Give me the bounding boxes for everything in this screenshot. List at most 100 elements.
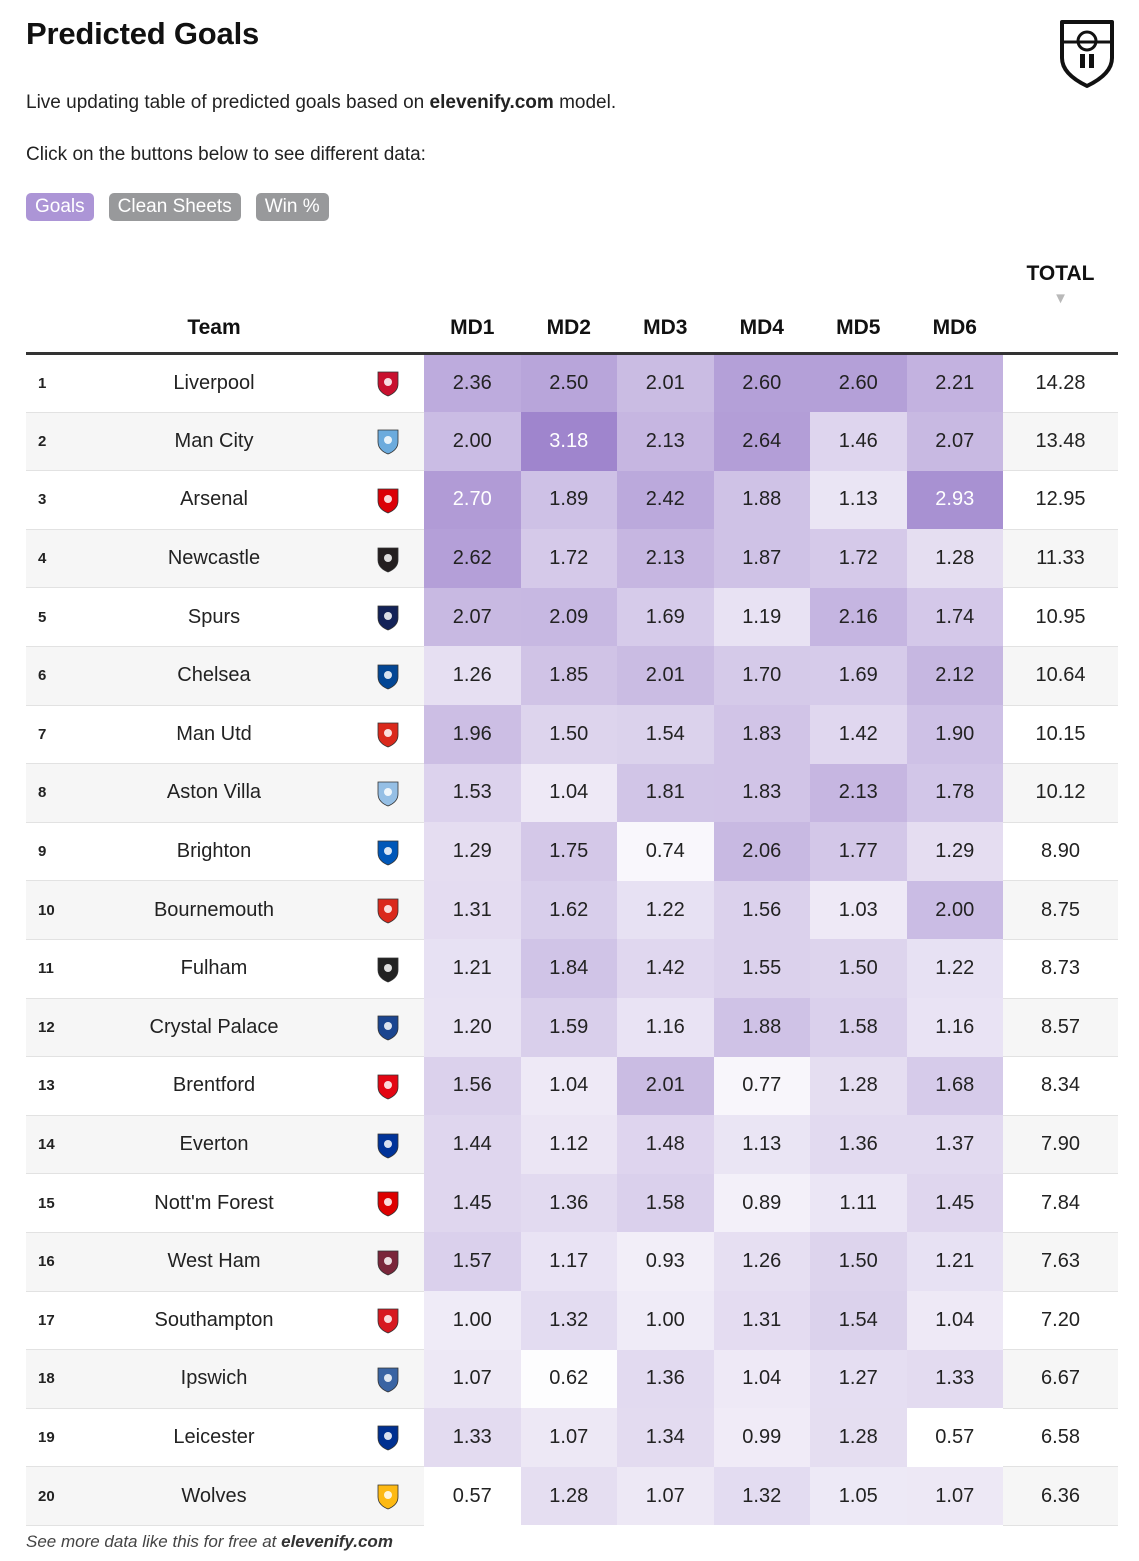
table-row: 20 Wolves 0.57 1.28 1.07 1.32 1.05 1.07 6.36 [26, 1466, 1118, 1526]
team-name-cell: Nott'm Forest [76, 1173, 352, 1233]
clean-sheets-button[interactable]: Clean Sheets [108, 193, 241, 221]
md6-value-cell: 2.93 [906, 470, 1003, 530]
md6-value-cell: 1.21 [906, 1232, 1003, 1291]
md1-column-header[interactable]: MD1 [424, 250, 521, 355]
sort-descending-icon[interactable]: ▼ [1053, 290, 1068, 307]
rank-cell: 17 [26, 1291, 76, 1351]
md5-value-cell: 1.28 [810, 1056, 907, 1116]
total-value-cell: 13.48 [1003, 412, 1118, 472]
md4-value-cell: 1.19 [713, 587, 810, 647]
md4-column-header[interactable]: MD4 [713, 250, 810, 355]
md5-value-cell: 1.69 [810, 646, 907, 706]
rank-cell: 4 [26, 529, 76, 589]
footer-prefix: See more data like this for free at [26, 1532, 282, 1551]
win-percent-button[interactable]: Win % [255, 193, 329, 221]
newcastle-crest-icon [377, 547, 399, 573]
total-value-cell: 14.28 [1003, 353, 1118, 413]
team-column-header[interactable]: Team [76, 250, 352, 355]
crest-cell [352, 529, 424, 589]
md2-column-header[interactable]: MD2 [520, 250, 617, 355]
md6-value-cell: 1.22 [906, 939, 1003, 999]
crest-column-header [352, 250, 424, 355]
total-value-cell: 10.64 [1003, 646, 1118, 706]
md5-column-header[interactable]: MD5 [810, 250, 907, 355]
rank-cell: 6 [26, 646, 76, 706]
md1-value-cell: 0.57 [424, 1466, 521, 1526]
page-subtitle: Live updating table of predicted goals b… [26, 92, 616, 114]
md2-value-cell: 1.59 [520, 998, 617, 1057]
team-name-cell: Southampton [76, 1291, 352, 1351]
md1-value-cell: 1.44 [424, 1115, 521, 1174]
md3-value-cell: 1.48 [617, 1115, 714, 1174]
rank-cell: 19 [26, 1408, 76, 1468]
table-header-row: Team MD1 MD2 MD3 MD4 MD5 MD6 TOTAL ▼ [26, 250, 1118, 355]
leicester-crest-icon [377, 1426, 399, 1451]
crest-cell [352, 587, 424, 647]
goals-button[interactable]: Goals [26, 193, 94, 221]
md4-value-cell: 1.55 [713, 939, 810, 999]
md2-value-cell: 1.12 [520, 1115, 617, 1174]
md5-value-cell: 1.36 [810, 1115, 907, 1174]
table-row: 9 Brighton 1.29 1.75 0.74 2.06 1.77 1.29 8.90 [26, 822, 1118, 882]
md1-value-cell: 1.26 [424, 646, 521, 706]
crest-cell [352, 470, 424, 530]
rank-cell: 3 [26, 470, 76, 530]
total-value-cell: 12.95 [1003, 470, 1118, 530]
md5-value-cell: 2.13 [810, 763, 907, 823]
md1-value-cell: 1.20 [424, 998, 521, 1057]
md5-value-cell: 1.54 [810, 1291, 907, 1350]
md2-value-cell: 2.50 [520, 353, 617, 413]
rank-cell: 12 [26, 998, 76, 1058]
table-row: 12 Crystal Palace 1.20 1.59 1.16 1.88 1.58 1.16… [26, 998, 1118, 1058]
md1-value-cell: 1.33 [424, 1408, 521, 1467]
crest-cell [352, 412, 424, 472]
total-value-cell: 7.20 [1003, 1291, 1118, 1351]
crest-cell [352, 880, 424, 940]
md2-value-cell: 1.32 [520, 1291, 617, 1350]
total-column-header[interactable]: TOTAL ▼ [1003, 250, 1118, 355]
md5-value-cell: 1.42 [810, 705, 907, 764]
md5-value-cell: 1.13 [810, 470, 907, 530]
md5-value-cell: 1.03 [810, 880, 907, 940]
total-value-cell: 7.63 [1003, 1232, 1118, 1292]
crest-cell [352, 1056, 424, 1116]
md2-value-cell: 1.04 [520, 763, 617, 823]
md3-column-header[interactable]: MD3 [617, 250, 714, 355]
md6-value-cell: 1.45 [906, 1173, 1003, 1233]
crest-cell [352, 353, 424, 413]
arsenal-crest-icon [377, 488, 399, 514]
team-name-cell: Ipswich [76, 1349, 352, 1409]
md4-value-cell: 2.60 [713, 353, 810, 413]
rank-cell: 5 [26, 587, 76, 647]
md6-column-header[interactable]: MD6 [906, 250, 1003, 355]
rank-cell: 18 [26, 1349, 76, 1409]
md2-value-cell: 1.04 [520, 1056, 617, 1116]
md6-value-cell: 1.78 [906, 763, 1003, 823]
table-row: 3 Arsenal 2.70 1.89 2.42 1.88 1.13 2.93 12.95 [26, 470, 1118, 530]
team-name-cell: Everton [76, 1115, 352, 1175]
md5-value-cell: 1.27 [810, 1349, 907, 1409]
total-header-label: TOTAL [1026, 262, 1095, 285]
md6-value-cell: 1.07 [906, 1466, 1003, 1526]
rank-cell: 8 [26, 763, 76, 823]
footer-brand[interactable]: elevenify.com [281, 1532, 393, 1551]
total-value-cell: 10.12 [1003, 763, 1118, 823]
crest-cell [352, 1173, 424, 1233]
md5-value-cell: 1.50 [810, 1232, 907, 1291]
md2-value-cell: 1.89 [520, 470, 617, 530]
team-name-cell: Chelsea [76, 646, 352, 706]
md1-value-cell: 2.00 [424, 412, 521, 471]
md5-value-cell: 1.50 [810, 939, 907, 999]
team-name-cell: Arsenal [76, 470, 352, 530]
table-row: 6 Chelsea 1.26 1.85 2.01 1.70 1.69 2.12 10.64 [26, 646, 1118, 706]
table-row: 19 Leicester 1.33 1.07 1.34 0.99 1.28 0.57 6.58 [26, 1408, 1118, 1468]
md3-value-cell: 1.69 [617, 587, 714, 647]
team-name-cell: Fulham [76, 939, 352, 999]
md2-value-cell: 1.72 [520, 529, 617, 588]
total-value-cell: 10.95 [1003, 587, 1118, 647]
wolves-crest-icon [377, 1484, 399, 1510]
liverpool-crest-icon [377, 371, 399, 397]
total-value-cell: 6.58 [1003, 1408, 1118, 1468]
subtitle-brand: elevenify.com [429, 92, 554, 113]
table-row: 4 Newcastle 2.62 1.72 2.13 1.87 1.72 1.28 11.33 [26, 529, 1118, 589]
